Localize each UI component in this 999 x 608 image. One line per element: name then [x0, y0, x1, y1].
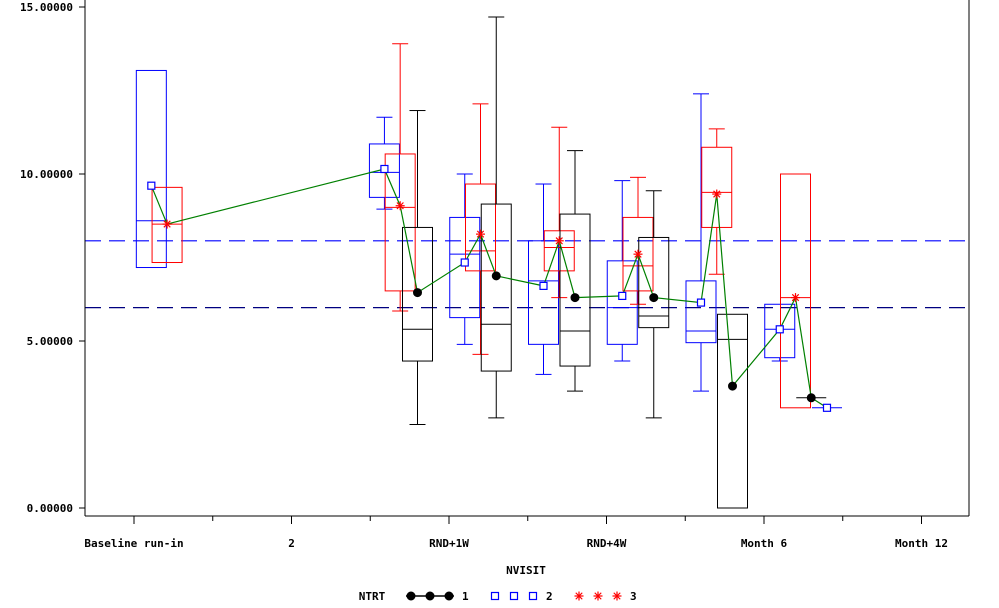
box-iqr — [638, 236, 670, 329]
box-iqr — [151, 186, 183, 264]
x-tick-label: Baseline run-in — [84, 537, 183, 550]
mean-marker-dot — [444, 591, 454, 601]
mean-marker-square — [147, 181, 156, 190]
mean-marker-star — [574, 591, 584, 601]
mean-marker-star — [791, 293, 800, 303]
box-iqr — [606, 260, 638, 345]
mean-marker-dot — [413, 288, 422, 298]
box-group-3 — [780, 173, 811, 409]
box-group-2 — [449, 173, 481, 345]
mean-marker-star — [476, 229, 485, 239]
box-group-3 — [701, 128, 733, 275]
mean-marker-star — [593, 591, 603, 601]
mean-marker-square — [696, 298, 706, 307]
mean-marker-star — [554, 236, 564, 246]
box-iqr — [449, 216, 481, 319]
y-tick-label: 5.00000 — [27, 335, 73, 348]
mean-marker-square — [528, 591, 538, 601]
mean-marker-dot — [728, 381, 737, 391]
box-group-1 — [638, 190, 670, 419]
box-group-1 — [402, 110, 433, 425]
box-iqr — [559, 213, 591, 367]
mean-marker-square — [380, 164, 389, 174]
box-group-2 — [368, 116, 400, 210]
box-iqr — [780, 173, 811, 409]
mean-line-layer — [147, 164, 832, 412]
mean-marker-star — [395, 201, 405, 211]
box-iqr — [528, 240, 559, 345]
legend: NTRT 1 2 3 — [359, 590, 637, 603]
box-group-3 — [465, 103, 496, 355]
mean-marker-dot — [806, 393, 816, 403]
x-tick-label: RND+4W — [587, 537, 627, 550]
mean-marker-square — [775, 325, 784, 334]
box-iqr — [368, 143, 400, 198]
mean-marker-dot — [570, 293, 580, 303]
box-iqr — [480, 203, 512, 372]
box-group-1 — [717, 313, 748, 509]
mean-marker-square — [460, 258, 469, 267]
box-iqr — [135, 69, 167, 269]
x-tick-label: Month 12 — [895, 537, 948, 550]
mean-marker-square — [822, 403, 832, 412]
mean-line — [150, 168, 828, 409]
legend-title: NTRT — [359, 590, 386, 603]
x-tick-label: RND+1W — [429, 537, 469, 550]
mean-marker-star — [633, 249, 643, 259]
box-iqr — [685, 280, 717, 344]
mean-marker-dot — [406, 591, 416, 601]
legend-label: 2 — [546, 590, 553, 603]
reference-lines — [85, 240, 969, 309]
x-tick-label: 2 — [288, 537, 295, 550]
box-group-2 — [685, 93, 717, 392]
mean-marker-dot — [425, 591, 435, 601]
box-iqr — [622, 216, 654, 292]
mean-marker-square — [509, 591, 519, 601]
box-iqr — [402, 226, 433, 362]
box-iqr — [465, 183, 496, 272]
box-iqr — [543, 230, 575, 272]
legend-label: 1 — [462, 590, 469, 603]
x-tick-label: Month 6 — [741, 537, 788, 550]
box-group-3 — [384, 43, 416, 312]
box-iqr — [384, 153, 416, 292]
box-group-2 — [528, 183, 559, 375]
box-iqr — [701, 146, 733, 228]
box-plots — [135, 16, 842, 509]
box-group-2 — [135, 69, 167, 269]
box-group-2 — [606, 180, 638, 362]
box-group-1 — [559, 150, 591, 392]
y-tick-label: 10.00000 — [20, 168, 73, 181]
axes: 0.00000 5.00000 10.00000 15.00000 Baseline r… — [20, 0, 970, 550]
mean-marker-square — [539, 281, 548, 290]
box-iqr — [717, 313, 748, 509]
mean-marker-square — [490, 591, 500, 601]
legend-label: 3 — [630, 590, 637, 603]
box-group-3 — [622, 176, 654, 305]
box-group-1 — [480, 16, 512, 419]
y-tick-label: 0.00000 — [27, 502, 73, 515]
mean-marker-square — [618, 291, 627, 301]
y-tick-label: 15.00000 — [20, 1, 73, 14]
mean-marker-star — [712, 189, 722, 199]
mean-marker-dot — [491, 271, 501, 281]
mean-marker-dot — [649, 293, 659, 303]
mean-marker-star — [162, 219, 172, 229]
box-iqr — [764, 303, 796, 359]
mean-marker-star — [612, 591, 622, 601]
box-group-3 — [543, 126, 575, 299]
x-axis-title: NVISIT — [506, 564, 546, 577]
